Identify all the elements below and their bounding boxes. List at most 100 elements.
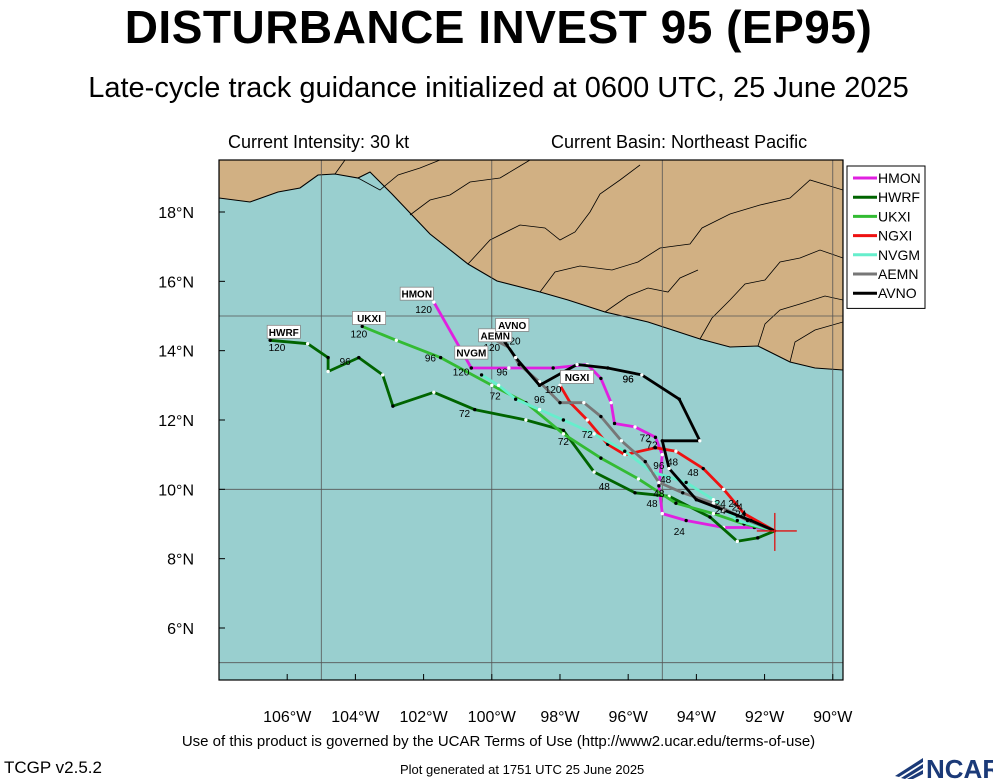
track-point — [561, 418, 566, 422]
track-point — [432, 300, 436, 304]
track-point — [749, 518, 753, 523]
track-point — [711, 511, 716, 516]
track-point — [735, 539, 739, 544]
track-point — [326, 355, 330, 360]
track-point — [513, 397, 518, 401]
track-map: 2472961202448729612048729612024487296120… — [158, 159, 926, 726]
track-point — [698, 439, 702, 443]
track-point — [701, 466, 705, 471]
forecast-hour-label: 96 — [425, 354, 437, 365]
track-point — [558, 383, 562, 388]
track-point — [599, 414, 603, 419]
track-point — [708, 515, 712, 519]
plot-generated-time: Plot generated at 1751 UTC 25 June 2025 — [400, 762, 645, 777]
forecast-hour-label: 72 — [582, 430, 594, 441]
track-point — [537, 407, 542, 412]
track-point — [721, 508, 726, 512]
x-tick-label: 100°W — [468, 709, 517, 726]
track-point — [513, 355, 518, 360]
track-point — [674, 449, 678, 453]
forecast-hour-label: 72 — [490, 392, 502, 403]
track-point — [326, 369, 330, 374]
legend-label-ukxi: UKXI — [878, 208, 911, 224]
track-point — [684, 480, 688, 485]
forecast-hour-label: 48 — [653, 489, 665, 500]
forecast-hour-label: 96 — [623, 374, 635, 385]
track-point — [490, 383, 494, 388]
track-point — [391, 404, 395, 408]
track-point — [357, 355, 361, 360]
legend-label-aemn: AEMN — [878, 266, 918, 282]
forecast-hour-label: 48 — [646, 499, 658, 510]
y-tick-label: 10°N — [158, 482, 194, 499]
forecast-hour-label: 120 — [545, 385, 562, 396]
y-tick-label: 12°N — [158, 413, 194, 430]
track-point — [657, 480, 661, 485]
forecast-hour-label: 48 — [667, 458, 679, 469]
track-point — [394, 338, 399, 342]
x-axis-ticks: 106°W 104°W 102°W 100°W 98°W 96°W 94°W 92°W 90°W — [263, 674, 853, 726]
y-tick-label: 14°N — [158, 344, 194, 361]
track-point — [721, 487, 726, 492]
track-point — [633, 425, 637, 429]
ncar-logo: NCAR — [895, 754, 993, 780]
forecast-hour-label: 24 — [728, 499, 740, 510]
track-point — [667, 466, 671, 471]
x-tick-label: 104°W — [331, 709, 380, 726]
track-point — [551, 366, 555, 370]
track-point — [585, 418, 589, 422]
ncar-logo-text: NCAR — [926, 754, 993, 780]
forecast-hour-label: 120 — [269, 343, 286, 354]
model-end-tag-box — [478, 328, 513, 343]
track-point — [653, 446, 658, 450]
model-end-tag: HWRF — [269, 328, 299, 339]
track-point — [558, 400, 562, 405]
track-point — [432, 390, 436, 394]
forecast-hour-label: 72 — [646, 440, 658, 451]
chart-subtitle: Late-cycle track guidance initialized at… — [88, 72, 909, 104]
forecast-hour-label: 24 — [674, 527, 686, 538]
forecast-hour-label: 72 — [459, 409, 471, 420]
legend-label-avno: AVNO — [878, 285, 917, 301]
y-tick-label: 6°N — [167, 621, 194, 638]
legend-label-hwrf: HWRF — [878, 189, 920, 205]
forecast-hour-label: 96 — [653, 461, 665, 472]
track-avno — [497, 331, 777, 533]
ncar-logo-swoosh-icon — [895, 758, 923, 779]
track-point — [684, 518, 688, 523]
model-end-tag-box — [454, 345, 489, 360]
forecast-hour-label: 120 — [453, 367, 470, 378]
track-point — [496, 383, 501, 388]
x-tick-label: 96°W — [609, 709, 649, 726]
legend: HMON HWRF UKXI NGXI NVGM AEMN AVNO — [846, 165, 926, 309]
chart-title: DISTURBANCE INVEST 95 (EP95) — [124, 1, 873, 53]
track-point — [633, 491, 637, 495]
model-end-tag: AEMN — [480, 331, 509, 342]
model-end-tag: NGXI — [565, 373, 590, 384]
track-point — [643, 459, 647, 464]
track-point — [469, 366, 474, 370]
track-point — [681, 491, 685, 495]
track-point — [711, 501, 716, 505]
gridlines — [219, 160, 843, 680]
track-point — [592, 470, 596, 474]
track-point — [674, 501, 678, 505]
track-point — [561, 432, 566, 436]
forecast-hour-label: 120 — [415, 305, 432, 316]
model-end-tag-box — [266, 324, 301, 339]
forecast-hour-label: 24 — [732, 503, 744, 514]
track-point — [507, 366, 511, 370]
track-point — [268, 338, 272, 342]
track-point — [756, 536, 760, 540]
forecast-hour-label: 96 — [534, 395, 546, 406]
track-point — [640, 373, 644, 377]
state-borders — [334, 160, 843, 363]
track-point — [582, 400, 586, 405]
track-point — [623, 449, 627, 453]
track-ukxi — [360, 324, 777, 533]
track-point — [360, 324, 364, 329]
x-tick-label: 106°W — [263, 709, 312, 726]
track-point — [561, 428, 566, 433]
y-tick-label: 18°N — [158, 205, 194, 222]
